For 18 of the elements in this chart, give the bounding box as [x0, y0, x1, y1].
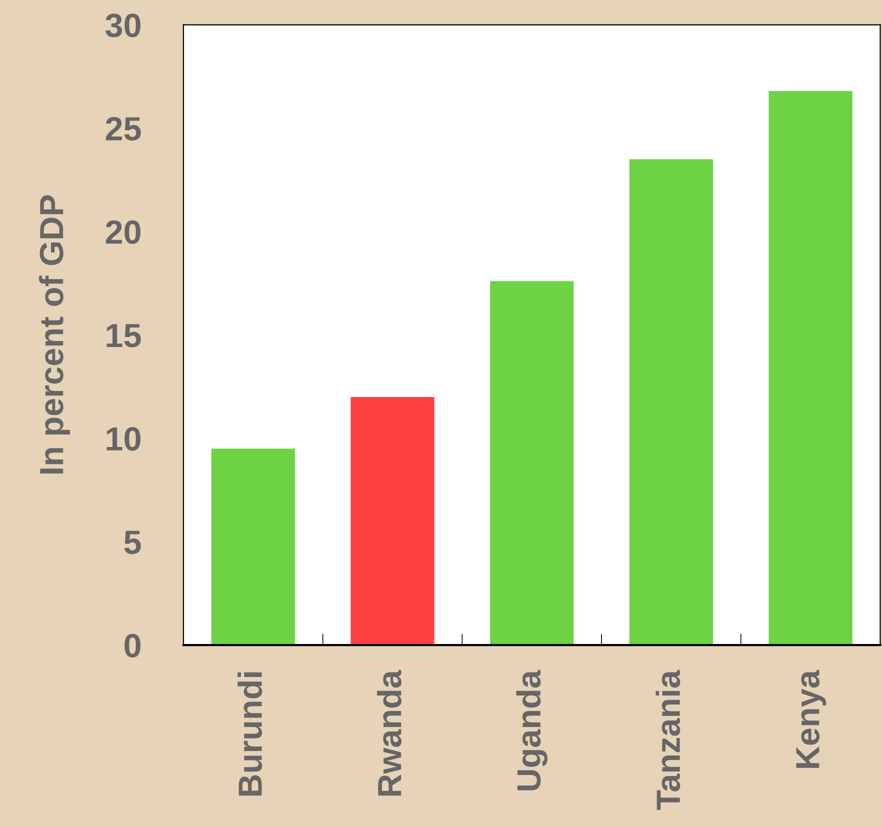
- bar: [350, 396, 434, 646]
- x-tick-label: Burundi: [238, 672, 262, 796]
- y-tick-label: 5: [124, 530, 141, 554]
- y-tick-label: 0: [124, 634, 140, 658]
- y-axis-title: In percent of GDP: [38, 195, 70, 474]
- x-tick-label: Kenya: [796, 670, 826, 768]
- x-tick-label: Tanzania: [656, 670, 680, 810]
- y-tick-label: 10: [106, 427, 140, 451]
- bar: [490, 281, 574, 646]
- y-tick-label: 15: [106, 324, 141, 348]
- x-tick-label: Rwanda: [376, 670, 402, 796]
- y-tick-label: 30: [105, 14, 140, 38]
- y-tick-label: 20: [106, 220, 140, 244]
- bar: [211, 448, 295, 646]
- bar: [768, 90, 852, 646]
- x-tick-label: Uganda: [516, 670, 548, 790]
- bar: [629, 159, 714, 646]
- y-tick-label: 25: [106, 116, 141, 141]
